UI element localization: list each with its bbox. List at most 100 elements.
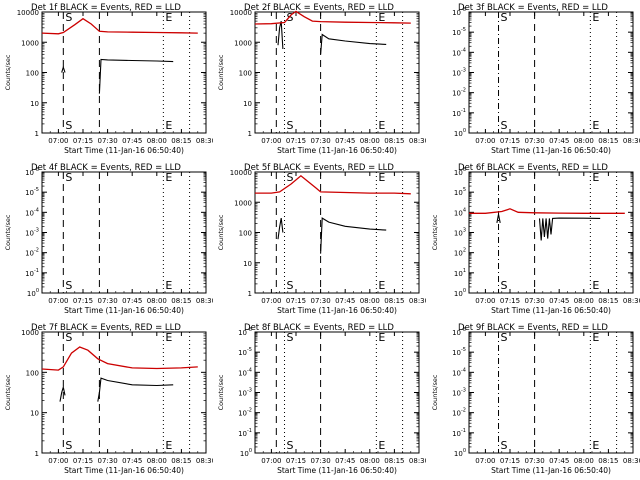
y-tick-label: 1 xyxy=(248,290,252,298)
x-tick-label: 07:15 xyxy=(73,137,93,145)
x-tick-label: 07:30 xyxy=(524,297,544,305)
y-axis-label: Counts/sec xyxy=(217,54,225,90)
y-tick-label: 10-4 xyxy=(452,367,466,377)
x-tick-label: 08:30 xyxy=(409,137,426,145)
y-tick-label: 10-6 xyxy=(238,327,252,337)
detector-panel-3: Det 3f BLACK = Events, RED = LLD 100 10-1 1… xyxy=(427,0,640,160)
y-tick-label: 100 xyxy=(239,70,252,78)
events-series-line xyxy=(277,20,284,50)
y-tick-exponent: -4 xyxy=(461,367,466,373)
y-tick-label: 10-5 xyxy=(452,347,466,357)
y-tick-label: 10-3 xyxy=(238,388,252,398)
events-series-line xyxy=(496,214,501,224)
chart-title: Det 5f BLACK = Events, RED = LLD xyxy=(244,163,394,173)
y-axis-label: Counts/sec xyxy=(217,214,225,250)
x-tick-label: 07:00 xyxy=(475,457,495,465)
y-tick-label: 100 xyxy=(239,230,252,238)
y-tick-label: 1 xyxy=(35,450,39,458)
y-tick-exponent: 1 xyxy=(462,268,465,274)
time-marker-label-top: S xyxy=(500,331,507,344)
detector-panel-5: Det 5f BLACK = Events, RED = LLD 1 10 100 10… xyxy=(213,160,426,320)
x-tick-label: 07:00 xyxy=(262,297,282,305)
y-tick-label: 10-4 xyxy=(452,47,466,57)
y-tick-label: 1 xyxy=(35,130,39,138)
y-tick-exponent: -3 xyxy=(247,388,252,394)
lld-series-line xyxy=(468,208,625,214)
time-marker-label-top: S xyxy=(287,11,294,24)
chart-title: Det 2f BLACK = Events, RED = LLD xyxy=(244,3,394,13)
time-marker-label-top: S xyxy=(500,11,507,24)
x-axis-label: Start Time (11-Jan-16 06:50:40) xyxy=(64,466,184,475)
x-axis-label: Start Time (11-Jan-16 06:50:40) xyxy=(277,466,397,475)
y-tick-exponent: -2 xyxy=(461,88,466,94)
time-marker-label-top: E xyxy=(379,11,386,24)
y-tick-label: 10000 xyxy=(230,169,252,177)
time-marker-label-top: S xyxy=(500,171,507,184)
x-tick-label: 08:00 xyxy=(360,137,380,145)
x-axis-label: Start Time (11-Jan-16 06:50:40) xyxy=(277,306,397,315)
detector-panel-9: Det 9f BLACK = Events, RED = LLD 100 10-1 1… xyxy=(427,320,640,480)
x-tick-label: 07:45 xyxy=(122,297,142,305)
x-tick-label: 08:15 xyxy=(598,137,618,145)
x-tick-label: 07:15 xyxy=(73,297,93,305)
x-tick-label: 07:00 xyxy=(475,297,495,305)
chart-title: Det 4f BLACK = Events, RED = LLD xyxy=(31,163,181,173)
time-marker-label-bottom: E xyxy=(165,119,172,132)
events-series-line xyxy=(320,217,387,254)
y-tick-exponent: 4 xyxy=(462,207,465,213)
y-tick-label: 10-5 xyxy=(238,347,252,357)
x-tick-label: 07:30 xyxy=(311,457,331,465)
x-tick-label: 08:00 xyxy=(147,137,167,145)
x-axis-label: Start Time (11-Jan-16 06:50:40) xyxy=(491,466,611,475)
x-tick-label: 07:00 xyxy=(48,297,68,305)
x-tick-label: 07:45 xyxy=(549,137,569,145)
plot-frame xyxy=(41,331,207,454)
chart-title: Det 8f BLACK = Events, RED = LLD xyxy=(244,323,394,333)
x-tick-label: 08:15 xyxy=(385,457,405,465)
y-tick-label: 102 xyxy=(454,248,466,258)
time-marker-label-top: S xyxy=(287,171,294,184)
time-marker-label-top: E xyxy=(379,171,386,184)
y-tick-exponent: -2 xyxy=(34,248,39,254)
y-tick-label: 10-6 xyxy=(452,7,466,17)
detector-chart-4: Det 4f BLACK = Events, RED = LLD 100 10-1 1… xyxy=(4,163,213,315)
y-tick-exponent: -1 xyxy=(34,268,39,274)
events-series-line xyxy=(97,377,174,402)
time-marker-label-top: E xyxy=(165,331,172,344)
x-tick-label: 07:15 xyxy=(286,297,306,305)
y-tick-label: 100 xyxy=(27,288,39,298)
y-tick-label: 100 xyxy=(454,288,466,298)
x-axis-label: Start Time (11-Jan-16 06:50:40) xyxy=(491,306,611,315)
y-tick-exponent: 3 xyxy=(462,228,465,234)
detector-chart-6: Det 6f BLACK = Events, RED = LLD10010110… xyxy=(431,163,640,315)
y-tick-label: 10 xyxy=(243,100,252,108)
y-tick-label: 101 xyxy=(454,268,466,278)
events-series-line xyxy=(59,387,66,402)
x-tick-label: 07:15 xyxy=(500,297,520,305)
chart-title: Det 6f BLACK = Events, RED = LLD xyxy=(458,163,608,173)
y-tick-exponent: -1 xyxy=(247,428,252,434)
detector-panel-8: Det 8f BLACK = Events, RED = LLD 100 10-1 1… xyxy=(213,320,426,480)
detector-chart-2: Det 2f BLACK = Events, RED = LLD 1 10 100 10… xyxy=(217,3,426,155)
time-marker-label-top: E xyxy=(592,171,599,184)
x-tick-label: 08:00 xyxy=(147,297,167,305)
y-tick-label: 10-5 xyxy=(452,27,466,37)
y-tick-label: 10-2 xyxy=(452,88,466,98)
detector-panel-2: Det 2f BLACK = Events, RED = LLD 1 10 100 10… xyxy=(213,0,426,160)
events-series-line xyxy=(61,65,66,73)
x-tick-label: 08:30 xyxy=(196,457,213,465)
x-tick-label: 07:45 xyxy=(549,457,569,465)
x-tick-label: 07:00 xyxy=(48,137,68,145)
lld-series-line xyxy=(41,17,198,35)
x-tick-label: 08:00 xyxy=(360,457,380,465)
y-axis-label: Counts/sec xyxy=(431,214,439,250)
detector-panel-6: Det 6f BLACK = Events, RED = LLD 100 101 10… xyxy=(427,160,640,320)
y-tick-label: 10000 xyxy=(17,9,39,17)
time-marker-label-bottom: S xyxy=(287,439,294,452)
y-tick-label: 10-2 xyxy=(452,408,466,418)
time-marker-label-top: E xyxy=(592,11,599,24)
plot-frame xyxy=(254,331,420,454)
time-marker-label-bottom: E xyxy=(165,279,172,292)
events-series-line xyxy=(98,58,174,94)
detector-chart-1: Det 1f BLACK = Events, RED = LLD 1 10 100 10… xyxy=(4,3,213,155)
